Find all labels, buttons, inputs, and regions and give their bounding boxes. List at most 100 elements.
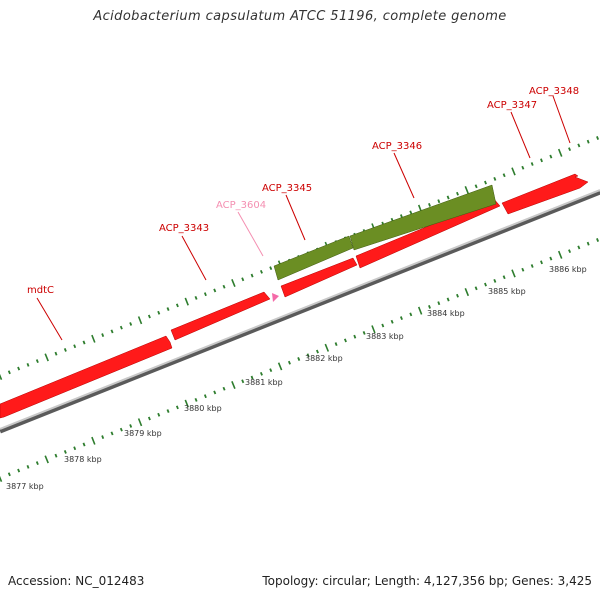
gene-label-acp-3345[interactable]: ACP_3345 xyxy=(262,183,312,194)
major-tick xyxy=(464,186,470,195)
minor-tick xyxy=(175,405,179,410)
minor-tick xyxy=(17,366,21,371)
minor-tick xyxy=(493,278,497,283)
minor-tick xyxy=(568,249,572,254)
minor-tick xyxy=(259,269,263,274)
scale-label: 3886 kbp xyxy=(549,265,587,274)
major-tick xyxy=(371,325,376,334)
minor-tick xyxy=(353,334,357,339)
minor-tick xyxy=(63,450,67,454)
minor-tick xyxy=(222,284,226,289)
gene-arrow[interactable] xyxy=(170,291,271,341)
minor-tick xyxy=(568,147,572,152)
label-leader xyxy=(393,152,415,199)
major-tick xyxy=(511,269,516,278)
major-tick xyxy=(0,373,3,381)
minor-tick xyxy=(596,238,600,242)
minor-tick xyxy=(502,173,506,178)
minor-tick xyxy=(596,136,600,140)
minor-tick xyxy=(474,184,478,189)
gene-arrow[interactable] xyxy=(280,257,358,298)
minor-tick xyxy=(241,277,245,282)
minor-tick xyxy=(577,245,581,250)
minor-tick xyxy=(540,158,543,163)
major-tick xyxy=(231,380,236,390)
label-leader xyxy=(552,95,571,144)
minor-tick xyxy=(549,256,553,261)
major-tick xyxy=(324,343,330,352)
lower-tick-track xyxy=(0,238,600,483)
genome-backbone xyxy=(0,189,600,430)
gene-label-acp-3343[interactable]: ACP_3343 xyxy=(159,223,209,234)
minor-tick xyxy=(203,394,207,399)
minor-tick xyxy=(129,322,133,326)
major-tick xyxy=(184,297,189,306)
minor-tick xyxy=(110,431,114,436)
minor-tick xyxy=(35,461,39,466)
minor-tick xyxy=(530,162,534,166)
minor-tick xyxy=(484,180,487,185)
minor-tick xyxy=(390,319,394,324)
gene-arrow[interactable] xyxy=(0,335,173,419)
minor-tick xyxy=(315,349,319,354)
major-tick xyxy=(511,167,516,176)
major-tick xyxy=(44,455,49,464)
minor-tick xyxy=(343,338,347,343)
minor-tick xyxy=(157,310,161,315)
minor-tick xyxy=(409,312,413,317)
minor-tick xyxy=(7,370,11,375)
label-leader xyxy=(510,111,531,159)
minor-tick xyxy=(110,329,114,334)
minor-tick xyxy=(297,357,301,361)
minor-tick xyxy=(17,468,21,473)
minor-tick xyxy=(26,464,30,469)
minor-tick xyxy=(474,286,478,291)
minor-tick xyxy=(63,348,67,352)
minor-tick xyxy=(437,301,441,306)
minor-tick xyxy=(456,293,459,298)
scale-label: 3884 kbp xyxy=(427,309,465,318)
minor-tick xyxy=(213,390,217,395)
gene-arrow[interactable] xyxy=(501,173,589,215)
minor-tick xyxy=(259,371,263,376)
genome-summary-text: Topology: circular; Length: 4,127,356 bp… xyxy=(262,574,592,588)
minor-tick xyxy=(577,143,581,148)
gene-label-acp-3604[interactable]: ACP_3604 xyxy=(216,200,266,211)
major-tick xyxy=(44,353,49,362)
minor-tick xyxy=(73,344,77,349)
minor-tick xyxy=(306,353,310,358)
major-tick xyxy=(277,362,283,371)
gene-arrow-highlight[interactable] xyxy=(272,293,279,302)
minor-tick xyxy=(222,386,226,391)
minor-tick xyxy=(428,202,431,207)
minor-tick xyxy=(269,266,273,271)
minor-tick xyxy=(82,442,86,447)
rna-feature[interactable] xyxy=(349,184,497,251)
major-tick xyxy=(91,334,96,343)
map-title: Acidobacterium capsulatum ATCC 51196, co… xyxy=(93,9,507,24)
minor-tick xyxy=(446,195,450,200)
minor-tick xyxy=(73,446,77,451)
major-tick xyxy=(91,436,96,445)
minor-tick xyxy=(521,165,525,170)
minor-tick xyxy=(250,273,254,278)
major-tick xyxy=(184,399,189,408)
major-tick xyxy=(557,250,563,259)
gene-label-acp-3347[interactable]: ACP_3347 xyxy=(487,100,537,111)
minor-tick xyxy=(54,453,58,458)
gene-label-mdtc[interactable]: mdtC xyxy=(27,285,54,296)
label-leader xyxy=(36,297,63,341)
minor-tick xyxy=(241,379,245,384)
minor-tick xyxy=(586,241,590,246)
label-leader xyxy=(285,194,306,241)
genome-backbone-shadow xyxy=(0,189,600,434)
gene-label-acp-3346[interactable]: ACP_3346 xyxy=(372,141,422,152)
gene-label-acp-3348[interactable]: ACP_3348 xyxy=(529,86,579,97)
minor-tick xyxy=(428,304,431,309)
minor-tick xyxy=(35,359,39,364)
rna-feature[interactable] xyxy=(273,235,354,281)
minor-tick xyxy=(549,154,553,159)
accession-text: Accession: NC_012483 xyxy=(8,574,145,588)
minor-tick xyxy=(334,342,338,347)
minor-tick xyxy=(175,303,179,308)
